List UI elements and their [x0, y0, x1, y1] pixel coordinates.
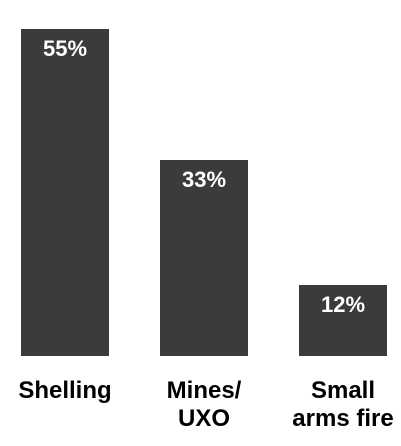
bar-3: 12% [299, 284, 387, 356]
bar-value-label: 33% [181, 166, 227, 192]
category-label: Mines/ UXO [166, 377, 242, 432]
bar-value-label: 55% [42, 36, 88, 61]
category-label: Shelling [18, 377, 112, 404]
category-label: Small arms fire [292, 377, 394, 432]
bar-value-label: 12% [320, 291, 366, 317]
bar-1: 55% [21, 29, 109, 356]
bar-2: 33% [160, 159, 248, 356]
